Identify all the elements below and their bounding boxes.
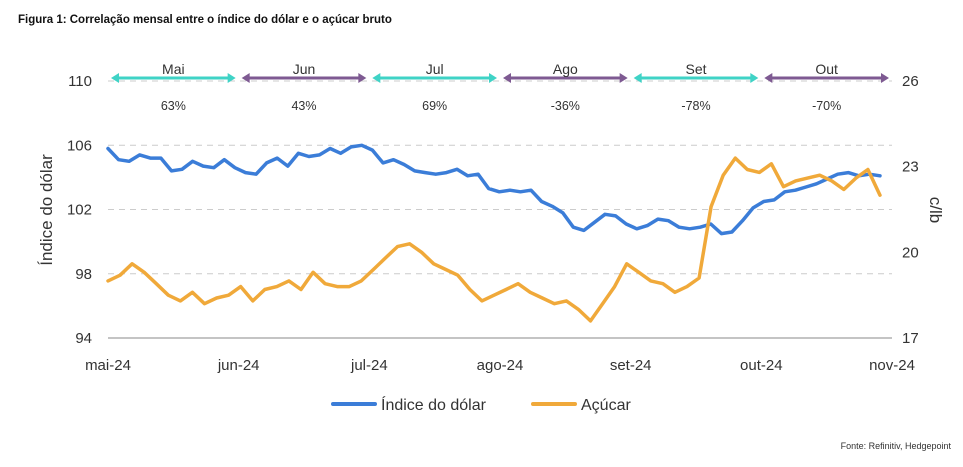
period-jun: Jun 43% (241, 61, 367, 113)
correlation-value: 63% (161, 99, 186, 113)
y-tick-left: 110 (68, 73, 92, 90)
period-set: Set -78% (633, 61, 759, 113)
chart-legend: Índice do dólar Açúcar (331, 395, 631, 414)
series-line-dollar (106, 143, 882, 236)
arrow-left-icon (503, 73, 511, 83)
x-tick: mai-24 (85, 357, 131, 374)
arrow-right-icon (881, 73, 889, 83)
source-note: Fonte: Refinitiv, Hedgepoint (840, 441, 951, 451)
y-tick-right: 17 (902, 330, 919, 347)
y-tick-left: 106 (67, 137, 92, 154)
period-label: Jul (426, 61, 444, 77)
period-ago: Ago -36% (503, 61, 628, 113)
x-tick: jul-24 (350, 357, 388, 374)
y-tick-right: 23 (902, 159, 919, 176)
period-label: Jun (293, 61, 316, 77)
x-tick: ago-24 (477, 357, 524, 374)
series-line-sugar (106, 156, 882, 323)
y-tick-left: 98 (75, 266, 92, 283)
arrow-left-icon (372, 73, 381, 83)
x-tick: jun-24 (217, 357, 260, 374)
period-label: Out (815, 61, 838, 77)
arrow-right-icon (750, 73, 759, 83)
correlation-value: 69% (422, 99, 447, 113)
period-label: Mai (162, 61, 185, 77)
y-axis-title-left: Índice do dólar (37, 154, 56, 266)
correlation-value: -36% (551, 99, 580, 113)
period-label: Set (685, 61, 706, 77)
period-mai: Mai 63% (111, 61, 236, 113)
arrow-right-icon (227, 73, 236, 83)
legend-label: Açúcar (581, 397, 631, 414)
x-tick: set-24 (610, 357, 652, 374)
correlation-value: -70% (812, 99, 841, 113)
arrow-left-icon (241, 73, 250, 83)
correlation-value: -78% (681, 99, 710, 113)
arrow-left-icon (111, 73, 119, 83)
y-tick-right: 26 (902, 73, 919, 90)
y-tick-right: 20 (902, 244, 919, 261)
figure-title: Figura 1: Correlação mensal entre o índi… (18, 14, 392, 26)
arrow-right-icon (489, 73, 497, 83)
arrow-right-icon (619, 73, 628, 83)
arrow-left-icon (633, 73, 642, 83)
y-tick-left: 94 (75, 330, 92, 347)
arrow-left-icon (764, 73, 773, 83)
correlation-value: 43% (291, 99, 316, 113)
arrow-right-icon (358, 73, 367, 83)
y-tick-left: 102 (67, 202, 92, 219)
period-label: Ago (553, 61, 578, 77)
period-jul: Jul 69% (372, 61, 497, 113)
x-tick: out-24 (740, 357, 783, 374)
period-out: Out -70% (764, 61, 889, 113)
y-axis-title-right: c/lb (926, 197, 945, 223)
legend-label: Índice do dólar (381, 395, 487, 414)
x-tick: nov-24 (869, 357, 915, 374)
